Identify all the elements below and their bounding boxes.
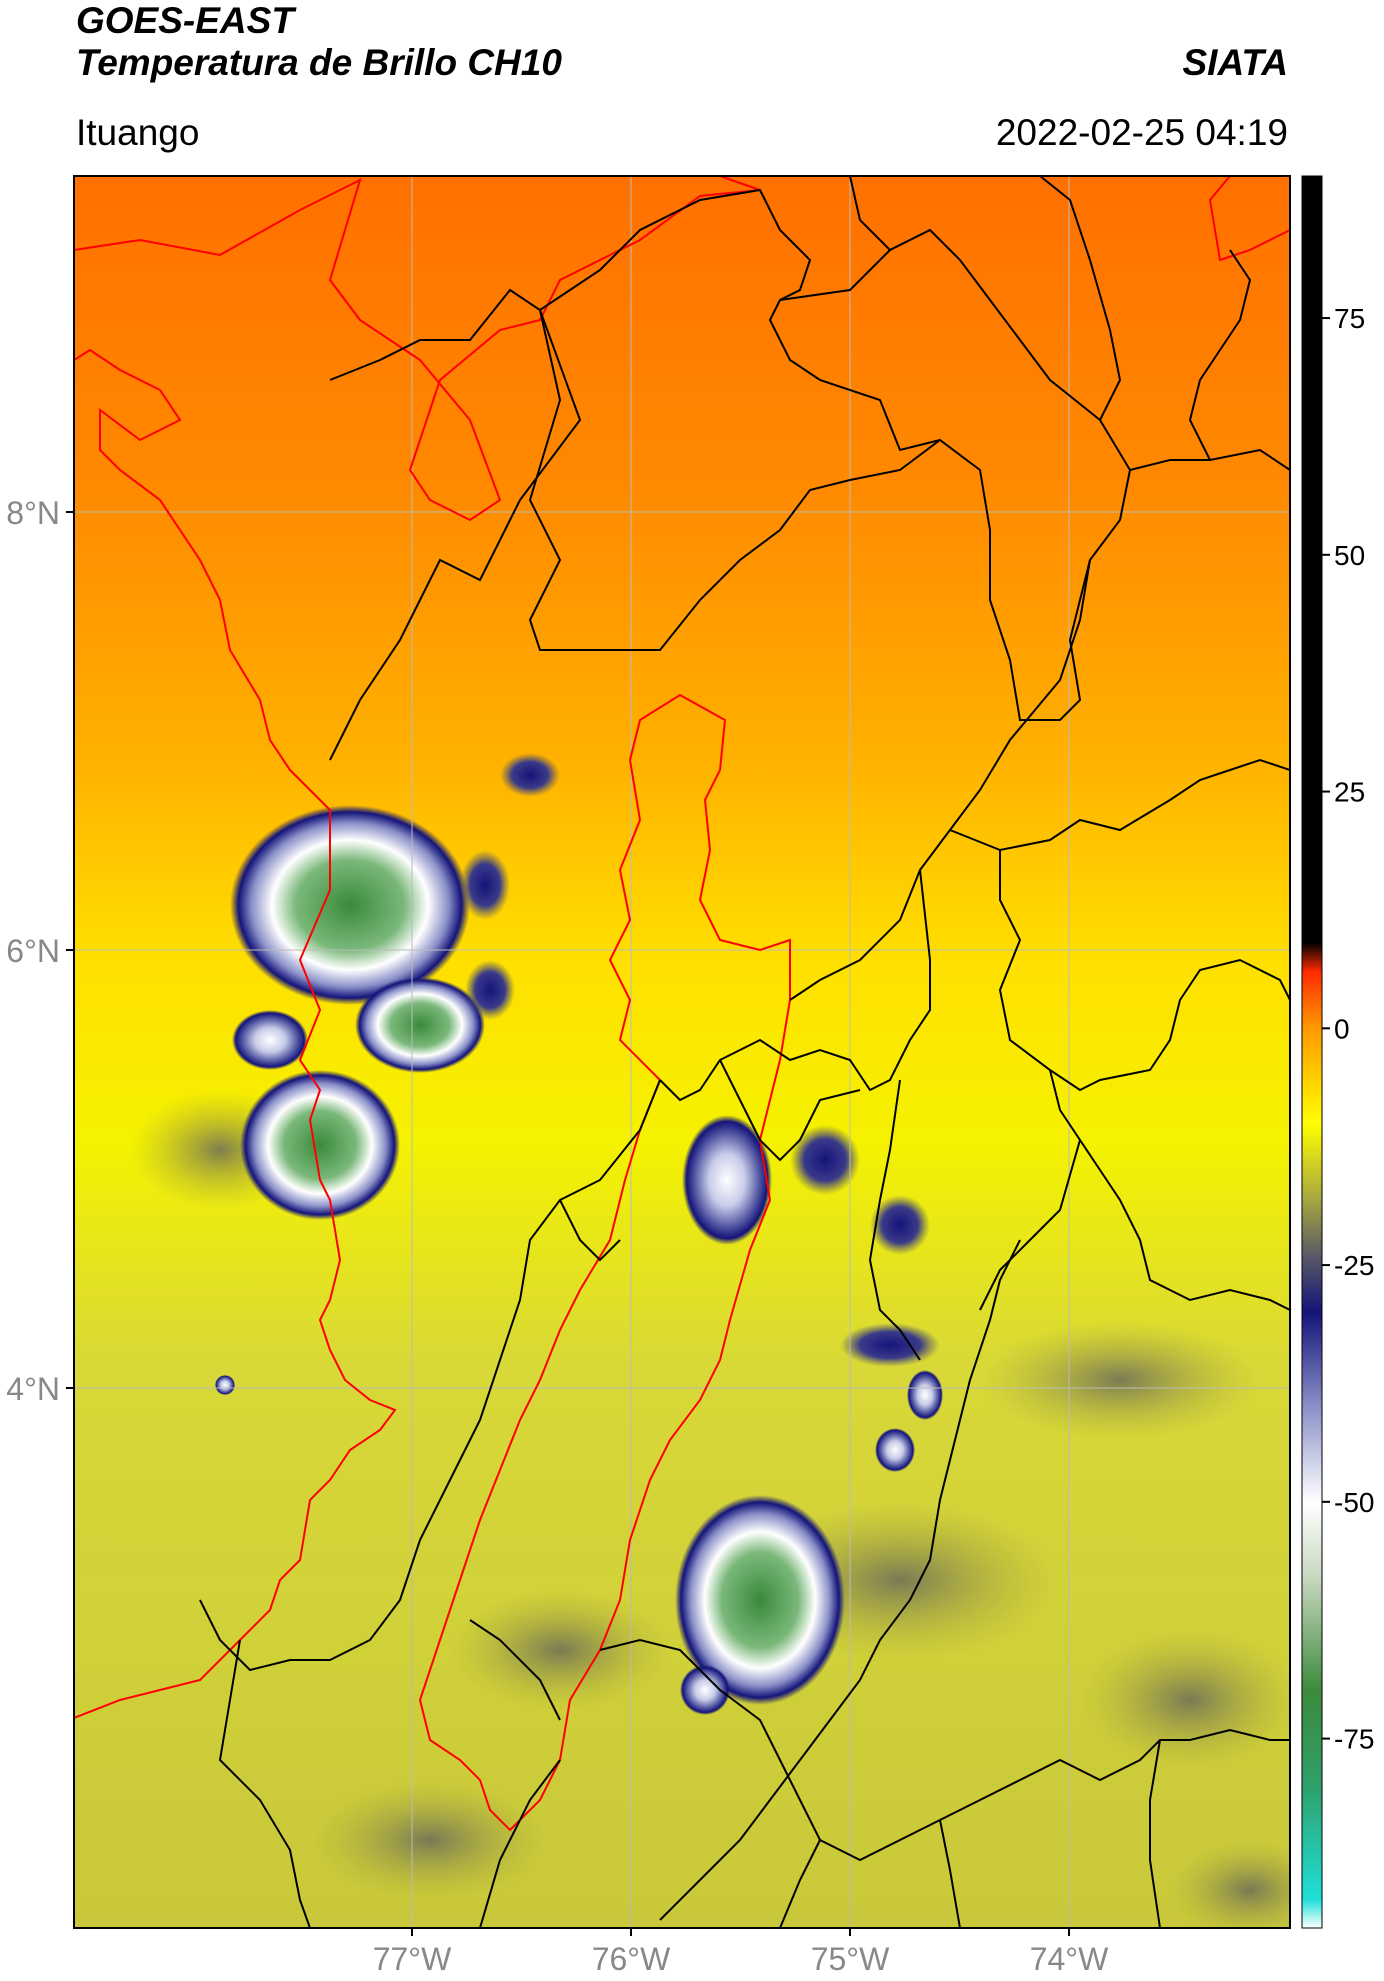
satellite-title: GOES-EAST [76, 0, 294, 41]
colorbar-tick-label: -25 [1334, 1250, 1374, 1281]
coastline [1208, 176, 1290, 262]
basin-outline [418, 693, 791, 1832]
cloud-cell [240, 1070, 400, 1220]
map-area [74, 176, 1290, 1928]
colorbar-ramp [1301, 175, 1323, 1929]
colorbar-tick-label: -50 [1334, 1487, 1374, 1518]
axis-ticks [66, 511, 1070, 1936]
colorbar: 75 50 25 0 -25 -50 -75 [1301, 175, 1374, 1929]
colorbar-ticks: 75 50 25 0 -25 -50 -75 [1322, 303, 1374, 1755]
coastline [74, 348, 397, 1719]
cool-patch [450, 1590, 670, 1710]
lat-label: 8°N [6, 495, 60, 531]
lon-label: 74°W [1030, 1941, 1109, 1977]
cloud-cell [675, 1495, 845, 1705]
cloud-cell [500, 753, 560, 797]
cloud-cell [870, 1195, 930, 1255]
colorbar-tick-label: 50 [1334, 540, 1365, 571]
graticule [74, 176, 1290, 1928]
region-label: Ituango [76, 112, 200, 153]
cool-patch [1080, 1630, 1290, 1770]
lon-label: 75°W [811, 1941, 890, 1977]
cloud-cell [875, 1428, 915, 1472]
cool-patch [980, 1320, 1260, 1440]
cloud-cell [465, 960, 515, 1020]
cloud-cell [840, 1323, 940, 1367]
lat-label: 4°N [6, 1371, 60, 1407]
admin-borders [199, 176, 1290, 1928]
cloud-cell [215, 1375, 235, 1395]
cloud-cell [682, 1115, 772, 1245]
cloud-cell [230, 805, 470, 1005]
colorbar-tick-label: 0 [1334, 1013, 1350, 1044]
datetime-label: 2022-02-25 04:19 [995, 112, 1288, 153]
cloud-cell [232, 1010, 308, 1070]
map-frame [73, 175, 1291, 1929]
cloud-cell [790, 1125, 860, 1195]
cool-patch [1170, 1840, 1290, 1928]
colorbar-tick-label: 25 [1334, 777, 1365, 808]
cloud-cell [907, 1370, 943, 1420]
coastline [74, 176, 761, 522]
lon-label: 77°W [373, 1941, 452, 1977]
cloud-cell [355, 977, 485, 1073]
cool-patch [310, 1780, 550, 1900]
cloud-cell [680, 1665, 730, 1715]
lon-label: 76°W [592, 1941, 671, 1977]
colorbar-tick-label: -75 [1334, 1724, 1374, 1755]
lat-label: 6°N [6, 933, 60, 969]
cloud-cell [460, 850, 510, 920]
brand-label: SIATA [1182, 42, 1288, 83]
colorbar-tick-label: 75 [1334, 303, 1365, 334]
product-title: Temperatura de Brillo CH10 [76, 42, 562, 83]
